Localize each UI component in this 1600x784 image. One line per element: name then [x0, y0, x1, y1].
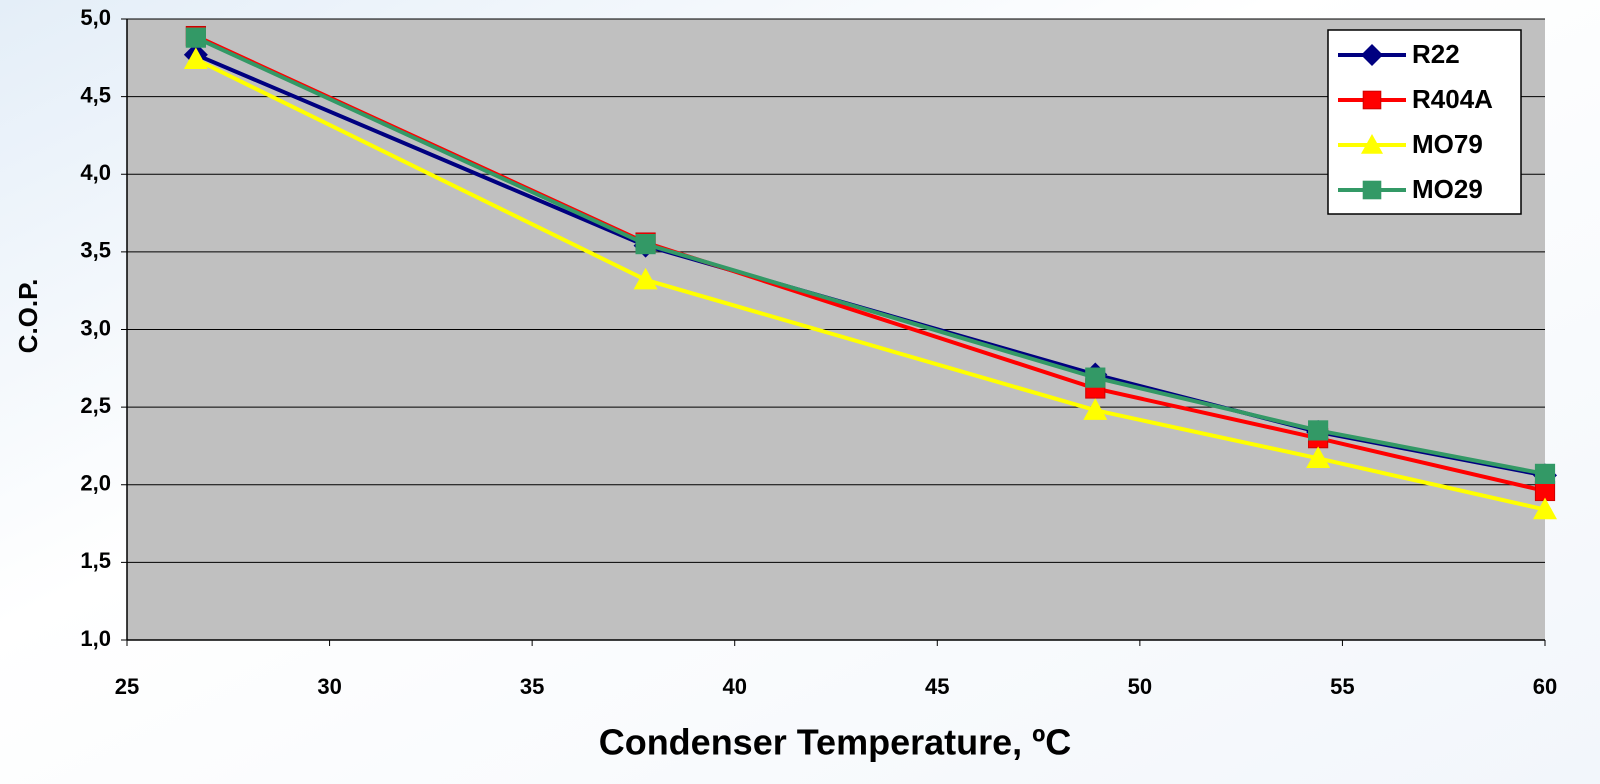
- data-point: [1083, 398, 1108, 420]
- x-tick-label: 30: [317, 674, 341, 699]
- x-tick-label: 35: [520, 674, 544, 699]
- data-point: [1085, 367, 1106, 388]
- legend-marker: [1362, 90, 1382, 110]
- y-tick-label: 3,0: [80, 315, 111, 340]
- legend-marker: [1361, 134, 1383, 154]
- legend: R22 R404A MO79 MO29: [1327, 29, 1522, 215]
- x-tick-label: 40: [722, 674, 746, 699]
- data-point: [635, 234, 656, 255]
- legend-label: MO79: [1412, 129, 1483, 159]
- y-tick-label: 1,5: [80, 548, 111, 573]
- x-axis-title: Condenser Temperature, ºC: [599, 722, 1072, 763]
- legend-marker: [1361, 44, 1383, 66]
- y-tick-label: 5,0: [80, 5, 111, 30]
- data-point: [633, 267, 658, 290]
- data-point: [1533, 497, 1557, 520]
- data-point: [1534, 463, 1556, 484]
- y-axis-title: C.O.P.: [13, 279, 43, 354]
- y-tick-label: 4,5: [80, 82, 111, 107]
- legend-marker: [1362, 180, 1382, 200]
- y-tick-label: 4,0: [80, 160, 111, 185]
- x-tick-label: 45: [925, 674, 949, 699]
- y-tick-label: 1,0: [80, 626, 111, 651]
- data-point: [185, 27, 206, 48]
- x-tick-label: 50: [1128, 674, 1152, 699]
- legend-label: MO29: [1412, 174, 1483, 204]
- legend-box: [1327, 29, 1522, 215]
- legend-label: R404A: [1412, 84, 1493, 114]
- y-tick-label: 2,0: [80, 471, 111, 496]
- x-tick-label: 60: [1533, 674, 1557, 699]
- x-tick-label: 55: [1330, 674, 1354, 699]
- y-tick-label: 3,5: [80, 238, 111, 263]
- data-point: [183, 47, 208, 69]
- y-tick-label: 2,5: [80, 393, 111, 418]
- legend-label: R22: [1412, 39, 1460, 69]
- data-point: [1306, 446, 1331, 468]
- x-tick-label: 25: [115, 674, 139, 699]
- data-point: [1308, 420, 1329, 441]
